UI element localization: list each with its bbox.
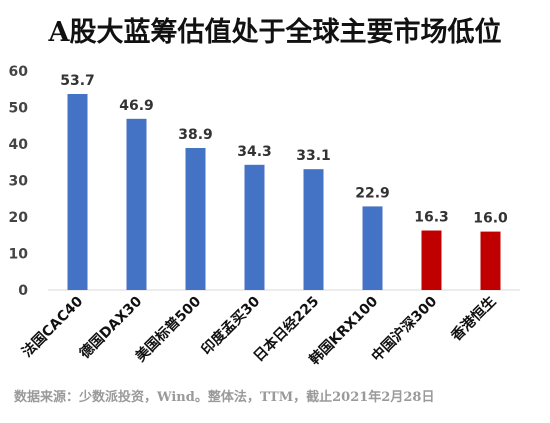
bar [362, 206, 383, 290]
bar [303, 169, 324, 290]
y-tick-label: 50 [9, 101, 29, 117]
x-tick-label: 印度孟买30 [198, 293, 264, 359]
data-label: 38.9 [178, 127, 213, 143]
y-tick-label: 30 [9, 174, 29, 190]
y-tick-label: 0 [18, 283, 28, 299]
data-label: 16.0 [473, 211, 508, 227]
x-tick-label: 香港恒生 [447, 293, 499, 345]
y-tick-label: 60 [9, 64, 29, 80]
bar [185, 148, 206, 290]
chart-title: A股大蓝筹估值处于全球主要市场低位 [48, 17, 502, 48]
bar [67, 93, 88, 291]
bar [480, 231, 501, 290]
bar [126, 118, 147, 290]
y-tick-label: 40 [9, 137, 29, 153]
data-label: 34.3 [237, 144, 272, 160]
source-note: 数据来源：少数派投资，Wind。整体法，TTM，截止2021年2月28日 [14, 390, 435, 405]
y-tick-label: 20 [9, 210, 29, 226]
bar [421, 230, 442, 290]
data-label: 33.1 [296, 148, 331, 164]
bar [244, 164, 265, 290]
data-label: 22.9 [355, 185, 390, 201]
data-label: 46.9 [119, 98, 154, 114]
data-label: 16.3 [414, 210, 449, 226]
data-label: 53.7 [60, 73, 95, 89]
y-tick-label: 10 [9, 247, 29, 263]
